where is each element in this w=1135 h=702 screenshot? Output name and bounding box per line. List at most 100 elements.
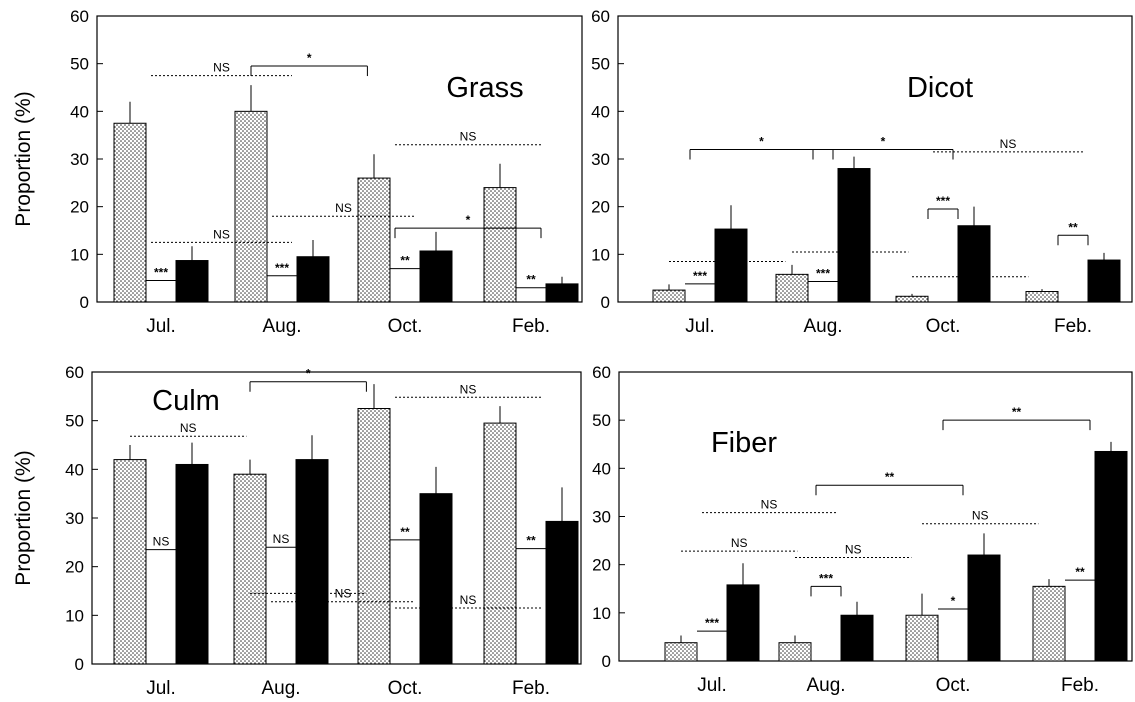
bar-stippled-Jul. xyxy=(113,459,147,665)
bar-solid-Jul. xyxy=(175,260,209,303)
y-tick-label: 60 xyxy=(70,7,89,26)
significance-label: * xyxy=(881,134,886,148)
significance-label: NS xyxy=(180,421,197,435)
x-tick-label: Jul. xyxy=(685,316,715,337)
bar-solid-Feb. xyxy=(1087,259,1121,303)
significance-label: NS xyxy=(300,578,317,592)
chart-panel-2: 0 10 20 30 40 50 60 Proportion (%) Culm Jul. Aug. O… xyxy=(12,363,582,699)
bar-stippled-Feb. xyxy=(1025,291,1059,303)
significance-label: ** xyxy=(1068,220,1078,234)
significance-label: ** xyxy=(526,534,536,548)
y-tick-label: 40 xyxy=(70,102,89,121)
x-tick-label: Jul. xyxy=(146,316,176,337)
significance-label: NS xyxy=(460,593,477,607)
y-tick-label: 0 xyxy=(602,652,611,671)
significance-label: ** xyxy=(885,470,895,484)
bar-solid-Aug. xyxy=(295,459,329,665)
bar-solid-Oct. xyxy=(419,250,453,303)
x-tick-label: Oct. xyxy=(388,678,423,699)
significance-label: * xyxy=(466,213,471,227)
significance-label: NS xyxy=(962,262,979,276)
plot-frame xyxy=(617,15,1133,303)
bar-stippled-Aug. xyxy=(233,473,267,665)
y-tick-label: 0 xyxy=(601,293,610,312)
y-tick-label: 20 xyxy=(65,558,84,577)
y-tick-label: 10 xyxy=(591,245,610,264)
significance-label: * xyxy=(759,134,764,148)
y-tick-label: 40 xyxy=(592,459,611,478)
x-tick-label: Feb. xyxy=(1054,316,1092,337)
x-tick-label: Oct. xyxy=(936,675,971,696)
y-tick-label: 30 xyxy=(591,150,610,169)
x-tick-label: Feb. xyxy=(512,678,550,699)
significance-label: NS xyxy=(719,246,736,260)
significance-label: NS xyxy=(731,536,748,550)
bar-solid-Oct. xyxy=(967,554,1001,662)
significance-label: ** xyxy=(1075,565,1085,579)
y-axis-label: Proportion (%) xyxy=(12,450,35,585)
y-tick-label: 50 xyxy=(592,411,611,430)
significance-label: NS xyxy=(213,61,230,75)
bar-stippled-Jul. xyxy=(113,122,147,303)
bar-solid-Feb. xyxy=(545,283,579,303)
y-tick-label: 60 xyxy=(592,363,611,382)
y-tick-label: 20 xyxy=(70,198,89,217)
bar-stippled-Oct. xyxy=(357,177,391,303)
panel-title: Dicot xyxy=(907,72,973,104)
y-axis-label: Proportion (%) xyxy=(12,91,35,226)
x-tick-label: Aug. xyxy=(262,316,301,337)
bar-solid-Feb. xyxy=(1094,450,1128,662)
bar-stippled-Feb. xyxy=(1032,585,1066,662)
significance-label: NS xyxy=(845,542,862,556)
y-tick-label: 60 xyxy=(65,363,84,382)
bar-stippled-Jul. xyxy=(664,642,698,662)
significance-label: NS xyxy=(335,587,352,601)
significance-label: NS xyxy=(761,498,778,512)
significance-label: ** xyxy=(1012,405,1022,419)
y-tick-label: 50 xyxy=(70,55,89,74)
y-tick-label: 20 xyxy=(592,556,611,575)
significance-label: ** xyxy=(526,273,536,287)
y-tick-label: 50 xyxy=(591,55,610,74)
significance-label: NS xyxy=(842,237,859,251)
significance-label: *** xyxy=(936,194,950,208)
x-tick-label: Oct. xyxy=(388,316,423,337)
bar-stippled-Feb. xyxy=(483,422,517,665)
significance-label: NS xyxy=(153,535,170,549)
panel-title: Culm xyxy=(152,385,220,417)
significance-label: *** xyxy=(819,571,833,585)
x-tick-label: Feb. xyxy=(1061,675,1099,696)
significance-label: *** xyxy=(705,616,719,630)
y-tick-label: 10 xyxy=(70,245,89,264)
bar-stippled-Aug. xyxy=(775,273,809,303)
y-tick-label: 20 xyxy=(591,198,610,217)
y-tick-label: 30 xyxy=(592,508,611,527)
panel-title: Fiber xyxy=(711,427,777,459)
significance-label: ** xyxy=(400,525,410,539)
x-tick-label: Jul. xyxy=(697,675,727,696)
x-tick-label: Aug. xyxy=(806,675,845,696)
significance-label: ** xyxy=(400,254,410,268)
significance-label: NS xyxy=(1000,137,1017,151)
bar-solid-Jul. xyxy=(175,463,209,665)
y-tick-label: 0 xyxy=(80,293,89,312)
significance-label: *** xyxy=(693,269,707,283)
x-tick-label: Aug. xyxy=(803,316,842,337)
bar-solid-Aug. xyxy=(837,168,871,303)
bar-solid-Aug. xyxy=(296,256,330,303)
significance-label: * xyxy=(306,367,311,381)
bar-stippled-Jul. xyxy=(652,289,686,303)
bar-solid-Feb. xyxy=(545,520,579,665)
significance-label: NS xyxy=(273,532,290,546)
significance-label: *** xyxy=(816,267,830,281)
significance-label: * xyxy=(307,51,312,65)
x-tick-label: Jul. xyxy=(146,678,176,699)
significance-label: NS xyxy=(460,130,477,144)
bar-solid-Aug. xyxy=(840,614,874,662)
significance-label: *** xyxy=(154,266,168,280)
bar-solid-Jul. xyxy=(726,584,760,662)
bar-stippled-Oct. xyxy=(895,295,929,303)
significance-label: *** xyxy=(275,261,289,275)
y-tick-label: 10 xyxy=(592,604,611,623)
